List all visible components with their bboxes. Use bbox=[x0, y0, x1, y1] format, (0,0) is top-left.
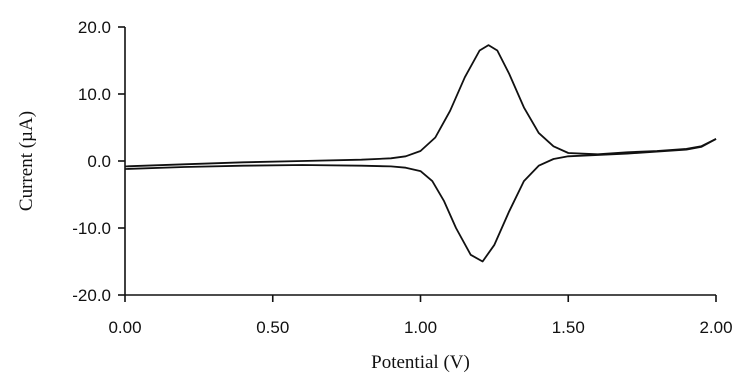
x-tick-group: 0.00 0.50 1.00 1.50 2.00 bbox=[108, 295, 733, 337]
axes bbox=[124, 27, 716, 296]
y-tick-label: -10.0 bbox=[72, 219, 111, 238]
x-tick-label: 0.50 bbox=[256, 318, 289, 337]
anodic-scan-line bbox=[124, 44, 717, 168]
y-tick-label: 10.0 bbox=[78, 85, 111, 104]
x-tick-label: 2.00 bbox=[699, 318, 732, 337]
x-tick-label: 1.00 bbox=[404, 318, 437, 337]
cathodic-scan-line bbox=[124, 138, 717, 263]
y-tick-label: -20.0 bbox=[72, 286, 111, 305]
y-axis-title: Current (µA) bbox=[16, 111, 37, 211]
series-layer bbox=[124, 44, 717, 263]
y-tick-group: 20.0 10.0 0.0 -10.0 -20.0 bbox=[72, 18, 125, 305]
x-tick-label: 0.00 bbox=[108, 318, 141, 337]
x-tick-label: 1.50 bbox=[552, 318, 585, 337]
x-axis-title: Potential (V) bbox=[371, 352, 470, 373]
y-tick-label: 20.0 bbox=[78, 18, 111, 37]
y-tick-label: 0.0 bbox=[87, 152, 111, 171]
